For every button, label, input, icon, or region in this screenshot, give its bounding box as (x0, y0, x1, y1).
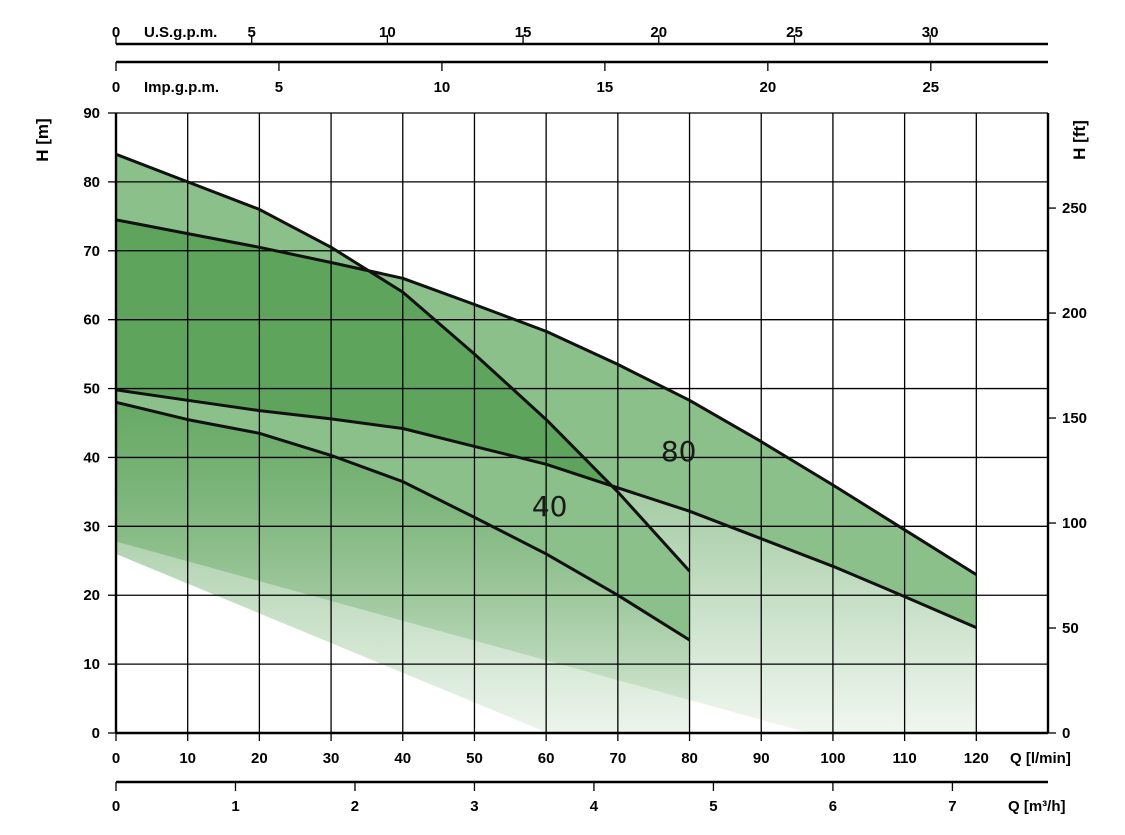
y-tick-label-0: 0 (92, 725, 100, 742)
y-tick-label-60: 60 (83, 312, 100, 329)
x-tick-label-40: 40 (394, 750, 411, 767)
x-tick-label-60: 60 (538, 750, 555, 767)
us-gpm-tick-label-25: 25 (786, 24, 803, 41)
imp-gpm-tick-label-25: 25 (922, 79, 939, 96)
y-tick-label-40: 40 (83, 449, 100, 466)
us-gpm-axis-title: U.S.g.p.m. (144, 24, 217, 41)
x-tick-label-30: 30 (323, 750, 340, 767)
us-gpm-tick-label-0: 0 (112, 24, 120, 41)
y-tick-label-50: 50 (83, 381, 100, 398)
x-tick-label-20: 20 (251, 750, 268, 767)
m3h-tick-label-0: 0 (112, 798, 120, 815)
curve-upper-40 (116, 152, 691, 573)
ft-axis-title: H [ft] (1070, 120, 1089, 160)
x-tick-label-50: 50 (466, 750, 483, 767)
us-gpm-tick-label-10: 10 (379, 24, 396, 41)
curve-upper-80 (116, 218, 978, 576)
imp-gpm-tick-label-15: 15 (597, 79, 614, 96)
imp-gpm-tick-label-0: 0 (112, 79, 120, 96)
x-tick-label-110: 110 (893, 750, 917, 767)
band-label-40: 40 (532, 490, 568, 523)
y-tick-label-10: 10 (83, 656, 100, 673)
us-gpm-tick-label-20: 20 (650, 24, 667, 41)
m3h-tick-label-2: 2 (351, 798, 359, 815)
y-tick-label-20: 20 (83, 587, 100, 604)
imp-gpm-tick-label-5: 5 (275, 79, 283, 96)
y-axis-title: H [m] (33, 118, 52, 161)
ft-tick-label-0: 0 (1062, 725, 1070, 742)
m3h-tick-label-3: 3 (470, 798, 478, 815)
band-label-80: 80 (661, 435, 697, 468)
x-tick-label-120: 120 (964, 750, 989, 767)
y-tick-label-70: 70 (83, 243, 100, 260)
ft-tick-label-250: 250 (1062, 200, 1087, 217)
y-tick-label-90: 90 (83, 105, 100, 122)
us-gpm-tick-label-15: 15 (515, 24, 532, 41)
curve-lower-80 (116, 388, 977, 629)
imp-gpm-axis-title: Imp.g.p.m. (144, 79, 219, 96)
x-tick-label-90: 90 (753, 750, 770, 767)
x-tick-label-100: 100 (820, 750, 845, 767)
m3h-tick-label-4: 4 (590, 798, 599, 815)
x-axis-title: Q [l/min] (1010, 750, 1071, 767)
x-tick-label-10: 10 (179, 750, 196, 767)
ft-tick-label-50: 50 (1062, 620, 1079, 637)
m3h-tick-label-7: 7 (948, 798, 956, 815)
m3h-tick-label-6: 6 (829, 798, 837, 815)
us-gpm-tick-label-30: 30 (922, 24, 939, 41)
ft-tick-label-150: 150 (1062, 410, 1087, 427)
m3h-axis-title: Q [m³/h] (1008, 798, 1066, 815)
x-tick-label-70: 70 (610, 750, 627, 767)
ft-tick-label-200: 200 (1062, 305, 1087, 322)
x-tick-label-80: 80 (681, 750, 698, 767)
m3h-tick-label-5: 5 (709, 798, 717, 815)
imp-gpm-tick-label-20: 20 (759, 79, 776, 96)
imp-gpm-tick-label-10: 10 (434, 79, 451, 96)
us-gpm-tick-label-5: 5 (248, 24, 256, 41)
curve-lower-40 (116, 400, 691, 642)
ft-tick-label-100: 100 (1062, 515, 1087, 532)
y-tick-label-30: 30 (83, 518, 100, 535)
m3h-tick-label-1: 1 (231, 798, 239, 815)
x-tick-label-0: 0 (112, 750, 120, 767)
y-tick-label-80: 80 (83, 174, 100, 191)
